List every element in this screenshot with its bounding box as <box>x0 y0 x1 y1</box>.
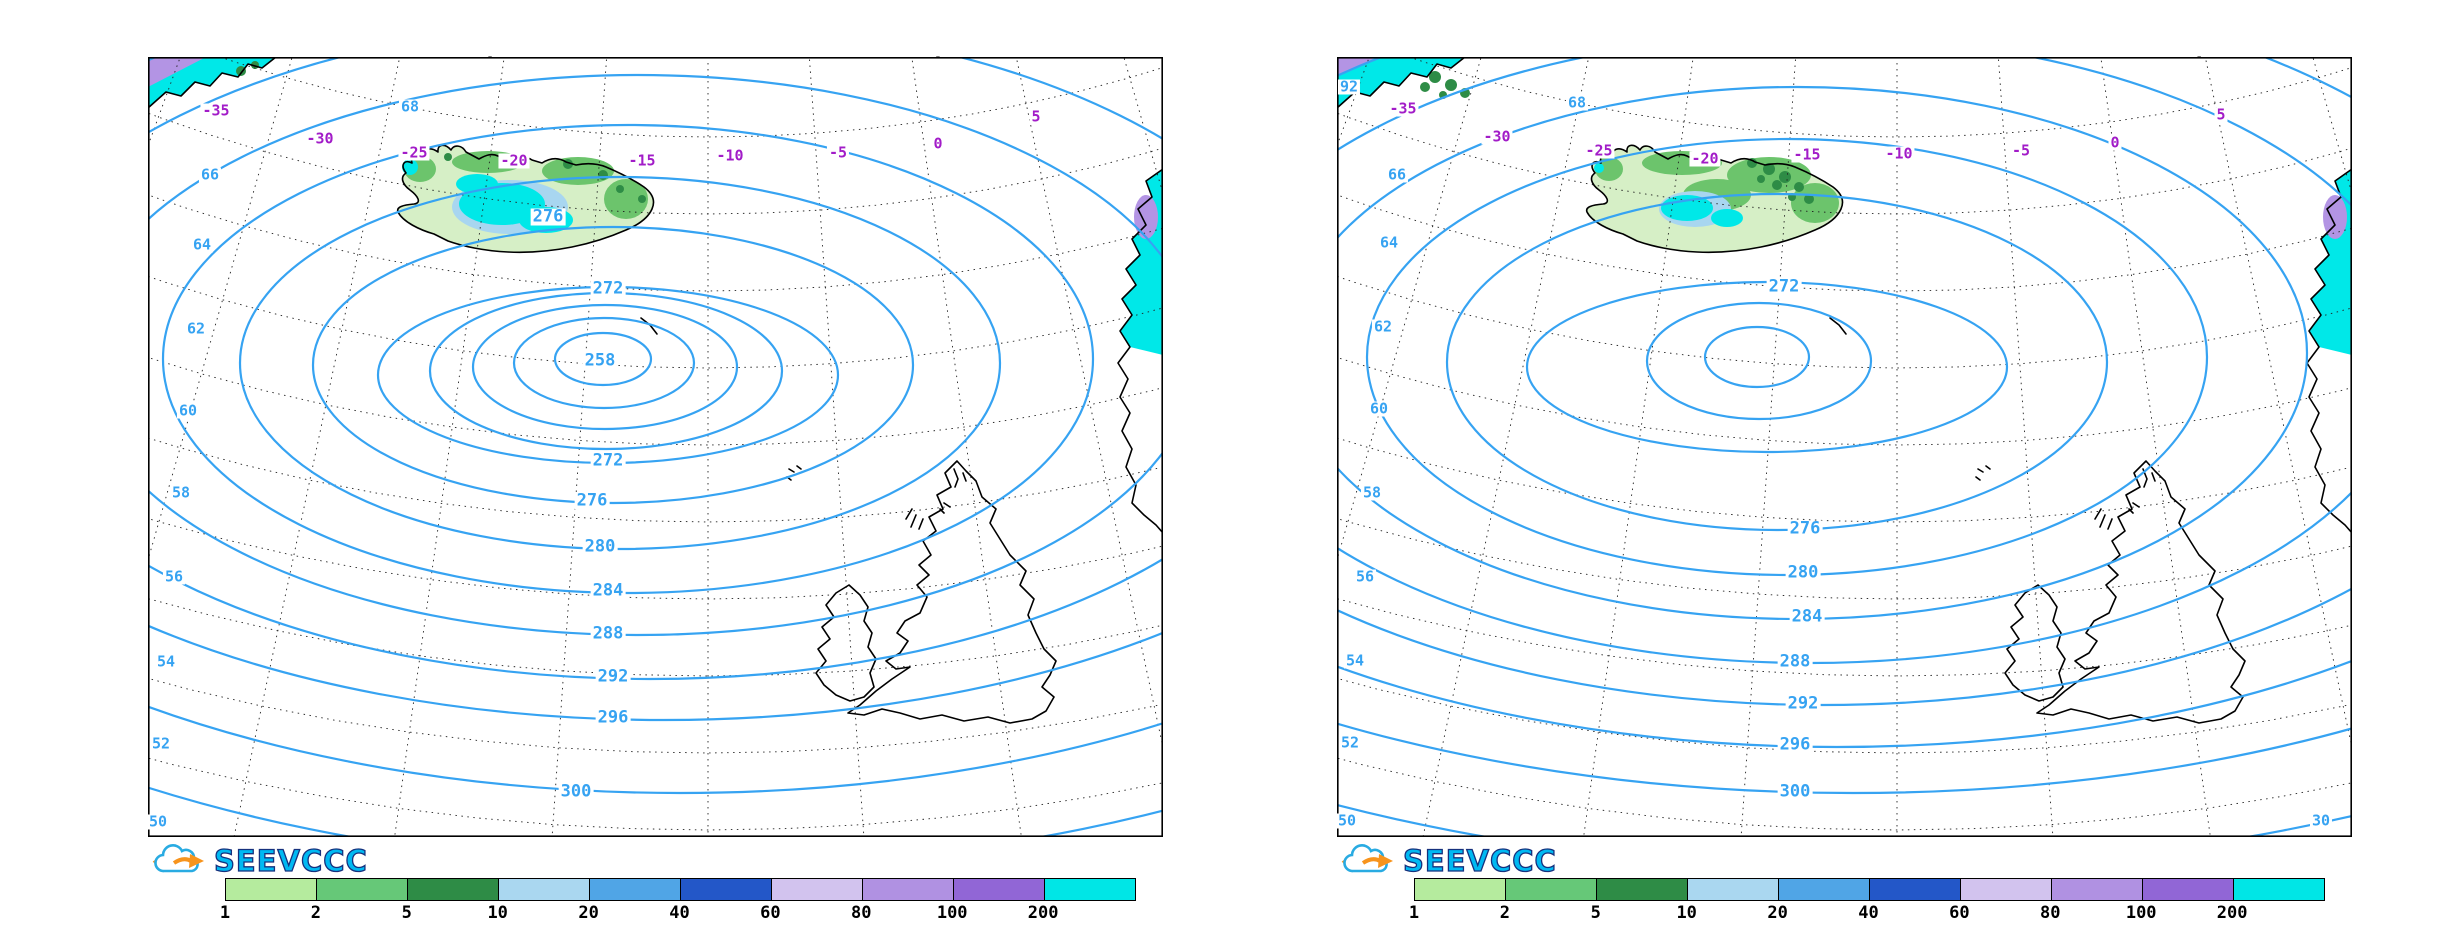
colorbar-tick-label: 20 <box>578 903 599 923</box>
colorbar-segment <box>590 879 681 900</box>
colorbar-tick-label: 2 <box>310 903 322 923</box>
colorbar-segment <box>681 879 772 900</box>
seevccc-logo-text: SEEVCCC <box>213 843 368 878</box>
geopotential-contour-292 <box>1337 57 2352 706</box>
geopotential-contours-layer <box>148 57 1163 837</box>
seevccc-cloud-icon <box>152 843 206 874</box>
geopotential-contour-280 <box>238 175 1002 551</box>
colorbar-tick-label: 5 <box>401 903 412 923</box>
geopotential-contour-292 <box>148 57 1163 681</box>
map-ecmwf: 68 66 64 62 60 58 56 54 52 50 -35 -30 -25 -20 -15 -10 -5… <box>148 57 1163 837</box>
geopotential-contour-300 <box>1337 722 2352 794</box>
map-frame-border <box>1337 57 2352 837</box>
seevccc-logo: SEEVCCC <box>150 843 368 879</box>
geopotential-contour-288 <box>148 73 1163 637</box>
seevccc-logo-text: SEEVCCC <box>1402 843 1557 878</box>
coastlines-layer <box>148 57 1163 723</box>
geopotential-contour-276 <box>311 225 915 505</box>
geopotential-contour-260 <box>512 316 696 410</box>
colorbar-segment <box>772 879 863 900</box>
map-frame-border <box>148 57 1163 837</box>
geopotential-contour-272 <box>1525 280 2009 454</box>
graticule-grid <box>1337 57 2352 837</box>
geopotential-contour-264 <box>471 303 739 431</box>
colorbar-tick-label: 20 <box>1767 903 1788 923</box>
seevccc-cloud-icon <box>1341 843 1395 874</box>
geopotential-contour-264 <box>1703 325 1811 389</box>
colorbar-tick-label: 1 <box>1408 903 1420 923</box>
colorbar-tick-label: 100 <box>2125 903 2157 923</box>
colorbar-segment <box>2234 879 2324 900</box>
colorbar-tick-label: 200 <box>2216 903 2248 923</box>
geopotential-contour-296 <box>1337 659 2352 748</box>
colorbar-tick-label: 10 <box>1676 903 1697 923</box>
geopotential-contour-284 <box>1337 85 2308 621</box>
colorbar-tick-label: 100 <box>936 903 968 923</box>
colorbar-tick-label: 40 <box>1858 903 1879 923</box>
colorbar-tick-label: 40 <box>669 903 690 923</box>
colorbar-segment <box>1506 879 1597 900</box>
panel-dream8: DREAM8-Iceland: Accumulated snow (cm) an… <box>1337 0 2352 925</box>
colorbar-segment <box>1045 879 1135 900</box>
colorbar-segment <box>2052 879 2143 900</box>
seevccc-logo: SEEVCCC <box>1339 843 1557 879</box>
geopotential-contour-284 <box>161 123 1095 595</box>
colorbar-segment <box>2143 879 2234 900</box>
colorbar-segment <box>1415 879 1506 900</box>
colorbar-tick-label: 60 <box>1949 903 1970 923</box>
colorbar-segment <box>408 879 499 900</box>
colorbar-segment <box>954 879 1045 900</box>
colorbar-tick-label: 60 <box>760 903 781 923</box>
colorbar-segment <box>1688 879 1779 900</box>
colorbar-segment <box>499 879 590 900</box>
snow-colorbar: 1 2 5 10 20 40 60 80 100 200 <box>220 878 1136 924</box>
geopotential-contour-276 <box>1445 192 2109 532</box>
colorbar-segments <box>1414 878 2325 901</box>
geopotential-contours-layer <box>1337 57 2352 837</box>
geopotential-contour-268 <box>428 291 784 451</box>
snow-shading-layer <box>1337 57 2352 355</box>
geopotential-contour-300 <box>148 705 1163 794</box>
geopotential-contour-296 <box>148 57 1163 721</box>
colorbar-segment <box>226 879 317 900</box>
colorbar-tick-label: 10 <box>487 903 508 923</box>
coastlines-layer <box>1337 57 2352 723</box>
geopotential-contour-258 <box>553 331 653 387</box>
colorbar-segments <box>225 878 1136 901</box>
colorbar-segment <box>1597 879 1688 900</box>
panel-ecmwf: ECMWF forecast: Snow height [cm] and 700… <box>148 0 1163 925</box>
colorbar-segment <box>863 879 954 900</box>
colorbar-tick-label: 5 <box>1590 903 1601 923</box>
colorbar-tick-label: 80 <box>2040 903 2061 923</box>
colorbar-segment <box>1779 879 1870 900</box>
colorbar-tick-label: 1 <box>219 903 231 923</box>
geopotential-contour-268 <box>1645 301 1873 421</box>
map-dream8: 92 68 66 64 62 60 58 56 54 52 50 30 -35 -30 -25 -20 -15-… <box>1337 57 2352 837</box>
colorbar-segment <box>1870 879 1961 900</box>
colorbar-tick-label: 80 <box>851 903 872 923</box>
colorbar-segment <box>1961 879 2052 900</box>
colorbar-tick-label: 2 <box>1499 903 1511 923</box>
snow-colorbar: 1 2 5 10 20 40 60 80 100 200 <box>1409 878 2325 924</box>
colorbar-segment <box>317 879 408 900</box>
geopotential-contour-272 <box>376 285 840 465</box>
colorbar-tick-label: 200 <box>1027 903 1059 923</box>
